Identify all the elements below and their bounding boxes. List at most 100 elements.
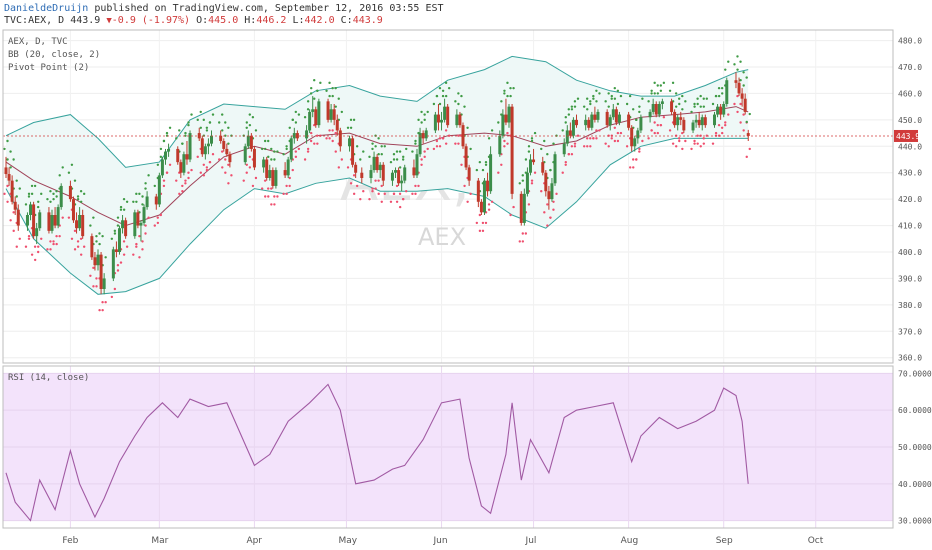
pivot-high-dot [546, 153, 549, 156]
pivot-high-dot [647, 100, 650, 103]
pivot-high-dot [585, 97, 589, 100]
pivot-high-dot [521, 174, 524, 177]
month-tick-label: Oct [808, 536, 824, 546]
candle-down [486, 180, 490, 192]
pivot-low-dot [36, 250, 40, 254]
candle-up [700, 117, 704, 126]
candle-down [568, 130, 572, 136]
pivot-high-dot [101, 234, 104, 238]
pivot-low-dot [242, 179, 245, 182]
price-axis[interactable]: 480.0 470.0 460.0 450.0 440.0 430.0 420.0 410.0… [898, 37, 922, 363]
pivot-low-dot [555, 192, 558, 196]
pivot-low-dot [165, 171, 169, 174]
pivot-high-dot [567, 113, 571, 116]
pivot-low-dot [720, 126, 724, 129]
pivot-high-dot [702, 105, 706, 108]
pivot-high-dot [631, 108, 635, 111]
candle-up [157, 175, 161, 205]
pivot-high-dot [153, 184, 156, 188]
pivot-high-dot [178, 129, 181, 132]
pivot-low-dot [12, 229, 15, 233]
author-link[interactable]: DanieldeDruijn [4, 3, 89, 14]
legend-bb: BB (20, close, 2) [8, 50, 100, 60]
candle-up [133, 212, 137, 237]
candle-up [378, 164, 382, 171]
pivot-low-dot [727, 113, 730, 116]
pivot-high-dot [650, 92, 653, 95]
pivot-high-dot [95, 234, 98, 238]
month-tick-label: Apr [246, 536, 262, 546]
pivot-low-dot [52, 240, 55, 243]
pivot-low-dot [693, 142, 696, 145]
pivot-low-dot [717, 123, 721, 127]
pivot-low-dot [113, 287, 117, 291]
pivot-low-dot [208, 160, 212, 164]
pivot-low-dot [254, 176, 258, 180]
pivot-low-dot [589, 137, 592, 140]
pivot-high-dot [202, 118, 205, 122]
time-axis[interactable]: Feb Mar Apr May Jun Jul Aug Sep Oct [62, 536, 823, 546]
pivot-low-dot [724, 121, 727, 124]
pivot-high-dot [727, 60, 730, 63]
pivot-high-dot [389, 160, 393, 164]
pivot-high-dot [30, 192, 34, 196]
pivot-low-dot [432, 147, 436, 151]
candle-up [390, 172, 394, 181]
pivot-low-dot [598, 129, 601, 132]
pivot-low-dot [724, 123, 727, 127]
pivot-high-dot [310, 86, 313, 90]
pivot-high-dot [355, 145, 359, 148]
candle-up [590, 114, 594, 128]
pivot-high-dot [306, 108, 310, 111]
pivot-low-dot [3, 192, 6, 196]
pivot-low-dot [340, 158, 344, 161]
pivot-high-dot [717, 86, 721, 90]
pivot-low-dot [79, 237, 83, 240]
pivot-low-dot [463, 184, 466, 188]
pivot-low-dot [125, 245, 129, 248]
pivot-low-dot [481, 229, 485, 233]
low-value: 442.0 [304, 15, 335, 26]
pivot-low-dot [291, 168, 294, 172]
pivot-low-dot [368, 197, 371, 201]
pivot-low-dot [294, 150, 298, 153]
pivot-low-dot [310, 131, 313, 135]
pivot-low-dot [543, 211, 546, 214]
rsi-axis[interactable]: 70.0000 60.0000 50.0000 40.0000 30.0000 [898, 369, 932, 525]
pivot-high-dot [530, 137, 534, 140]
pivot-low-dot [678, 137, 681, 140]
candle-down [630, 127, 634, 147]
pivot-low-dot [444, 129, 448, 132]
pivot-low-dot [414, 184, 417, 188]
pivot-high-dot [454, 100, 457, 103]
pivot-low-dot [638, 150, 641, 153]
candle-up [676, 117, 680, 126]
pivot-high-dot [9, 166, 12, 169]
low-label: L: [292, 15, 305, 26]
candle-up [329, 109, 333, 120]
candle-down [654, 104, 658, 115]
rsi-tick-label: 60.0000 [898, 406, 932, 415]
pivot-low-dot [313, 142, 316, 145]
candle-up [550, 183, 554, 200]
candle-up [246, 135, 250, 147]
pivot-high-dot [662, 81, 666, 85]
pivot-high-dot [267, 155, 270, 159]
pivot-low-dot [570, 145, 574, 148]
price-tick-label: 450.0 [898, 116, 922, 125]
candles [4, 72, 750, 295]
price-tick-label: 420.0 [898, 195, 922, 204]
pivot-high-dot [294, 110, 298, 114]
pivot-low-dot [426, 147, 429, 151]
pivot-high-dot [340, 110, 344, 114]
pivot-high-dot [656, 84, 659, 87]
pivot-low-dot [49, 240, 52, 243]
candle-down [746, 133, 750, 136]
pivot-low-dot [346, 166, 350, 169]
candle-up [268, 170, 272, 178]
candle-down [574, 119, 578, 126]
pivot-low-dot [73, 229, 77, 233]
pivot-low-dot [395, 200, 399, 203]
pivot-high-dot [469, 147, 472, 151]
